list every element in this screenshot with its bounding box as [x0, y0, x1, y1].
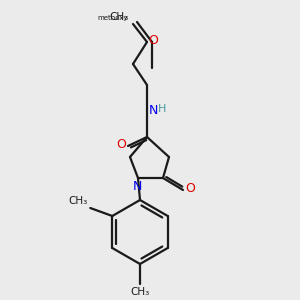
Text: O: O — [148, 34, 158, 47]
Text: CH₃: CH₃ — [68, 196, 87, 206]
Text: N: N — [149, 103, 158, 116]
Text: O: O — [116, 139, 126, 152]
Text: CH₃: CH₃ — [110, 12, 129, 22]
Text: N: N — [132, 180, 142, 193]
Text: H: H — [158, 104, 166, 114]
Text: methoxy: methoxy — [98, 15, 128, 21]
Text: CH₃: CH₃ — [130, 287, 150, 297]
Text: O: O — [185, 182, 195, 196]
